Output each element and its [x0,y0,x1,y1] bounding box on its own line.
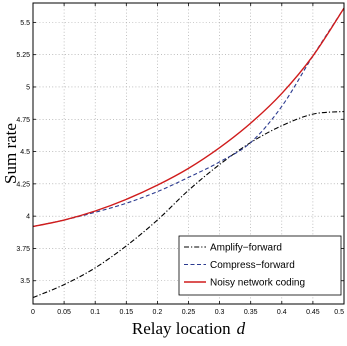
x-tick-label: 0.2 [153,309,163,316]
y-tick-label: 3.75 [16,246,30,253]
axis-ticks: 0 0.05 0.1 0.15 0.2 0.25 0.3 0.35 0.4 0.45 0.5 3.5 3… [16,3,345,316]
x-tick-label: 0.45 [306,309,320,316]
y-axis-label: Sum rate [1,123,20,184]
legend-box [178,235,342,296]
legend: Amplify−forward Compress−forward Noisy net… [178,235,342,296]
x-tick-label: 0.35 [244,309,258,316]
series-lines [32,7,345,299]
series-line-3 [32,7,345,228]
y-tick-label: 5 [26,84,30,91]
grid [33,3,344,304]
x-tick-label: 0.5 [334,309,344,316]
y-tick-label: 4.75 [16,117,30,124]
x-tick-label: 0.1 [90,309,100,316]
x-tick-label: 0.3 [215,309,225,316]
x-tick-label: 0.15 [119,309,133,316]
x-tick-label: 0 [31,309,35,316]
y-tick-label: 4.5 [20,149,30,156]
legend-entry-label: Compress−forward [210,260,295,271]
y-tick-label: 4.25 [16,181,30,188]
x-tick-label: 0.25 [182,309,196,316]
y-tick-label: 5.5 [20,20,30,27]
y-tick-label: 4 [26,214,30,221]
x-axis-label: Relay location d [132,319,246,338]
x-axis-label-text: Relay location [132,319,231,338]
series-line-2 [32,7,345,228]
y-tick-label: 3.5 [20,278,30,285]
legend-entry-label: Amplify−forward [210,243,282,254]
legend-entry-label: Noisy network coding [210,278,305,289]
series-line-1 [32,110,345,299]
y-tick-label: 5.25 [16,52,30,59]
x-tick-label: 0.4 [277,309,287,316]
x-tick-label: 0.05 [57,309,71,316]
x-axis-label-variable: d [237,319,246,338]
